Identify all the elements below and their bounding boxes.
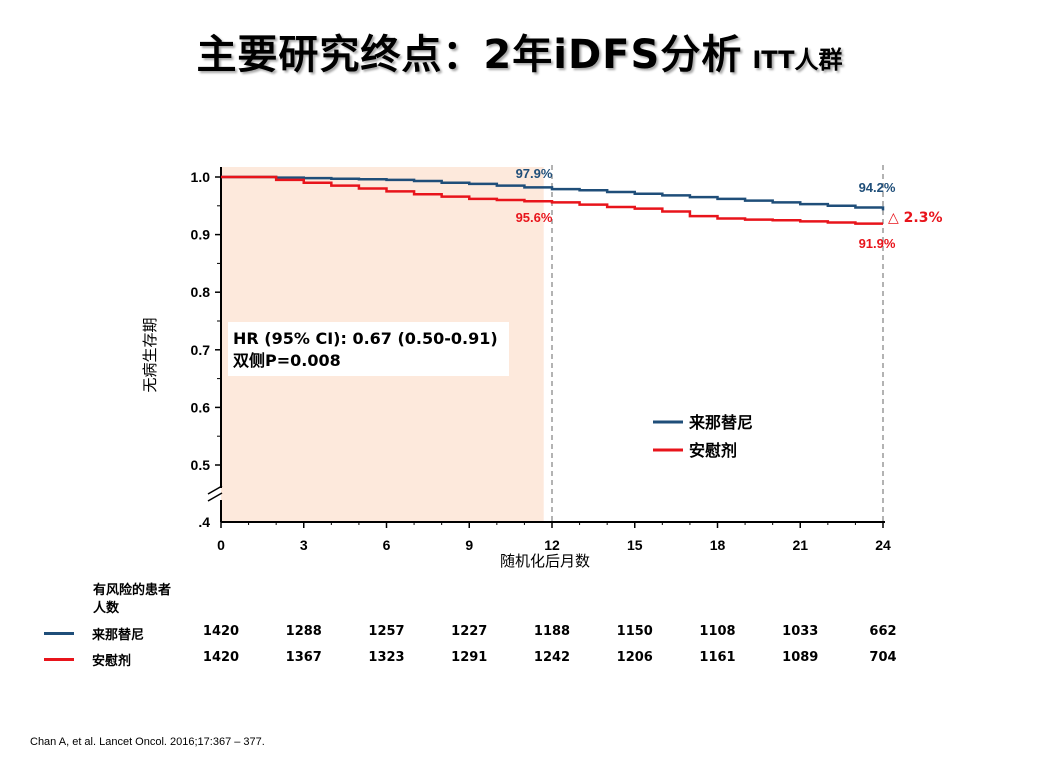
x-tick-label: 6 <box>383 537 391 553</box>
y-tick-label: 1.0 <box>191 169 211 185</box>
legend-label: 安慰剂 <box>689 441 737 460</box>
x-tick-label: 12 <box>544 537 560 553</box>
y-tick-label: 0.9 <box>191 227 211 243</box>
axes-layer: 1.0 0.9 0.8 0.7 0.6 0.5 .4 0 3 6 9 12 15 18 21 24 随机化后月数… <box>141 165 891 570</box>
x-axis-title: 随机化后月数 <box>500 552 590 570</box>
x-tick-label: 21 <box>792 537 808 553</box>
axis-break-mark <box>207 492 223 502</box>
hr-line-1: HR (95% CI): 0.67 (0.50-0.91) <box>233 329 498 348</box>
axis-break-mark <box>207 485 223 495</box>
y-tick-label: 0.7 <box>191 342 211 358</box>
y-tick-label: 0.6 <box>191 399 211 415</box>
annotation-placebo-12: 95.6% <box>516 210 553 225</box>
label-layer: 97.9% 95.6% 94.2% 91.9% △ 2.3% HR (95% CI): 0… <box>228 166 942 460</box>
x-tick-label: 18 <box>710 537 726 553</box>
x-tick-label: 3 <box>300 537 308 553</box>
series-line-placebo <box>221 175 883 225</box>
hr-line-2: 双侧P=0.008 <box>233 351 341 370</box>
y-tick-label: .4 <box>198 514 210 530</box>
hr-box <box>228 322 509 376</box>
series-line-neratinib <box>221 175 885 211</box>
annotation-neratinib-12: 97.9% <box>516 166 553 181</box>
y-tick-label: 0.5 <box>191 457 211 473</box>
annotation-placebo-24: 91.9% <box>859 236 896 251</box>
citation: Chan A, et al. Lancet Oncol. 2016;17:367… <box>30 736 265 748</box>
x-tick-label: 15 <box>627 537 643 553</box>
y-tick-label: 0.8 <box>191 284 211 300</box>
title-sub: ITT人群 <box>752 46 843 74</box>
slide-title: 主要研究终点：2年iDFS分析 ITT人群 <box>0 22 1039 82</box>
x-tick-label: 9 <box>465 537 473 553</box>
annotation-delta: △ 2.3% <box>888 210 942 226</box>
y-axis-title: 无病生存期 <box>141 317 159 392</box>
annotation-neratinib-24: 94.2% <box>859 180 896 195</box>
x-tick-label: 0 <box>217 537 225 553</box>
legend-label: 来那替尼 <box>688 413 753 432</box>
series-layer <box>221 175 885 225</box>
title-main: 主要研究终点：2年iDFS分析 <box>196 32 743 78</box>
x-tick-label: 24 <box>875 537 891 553</box>
